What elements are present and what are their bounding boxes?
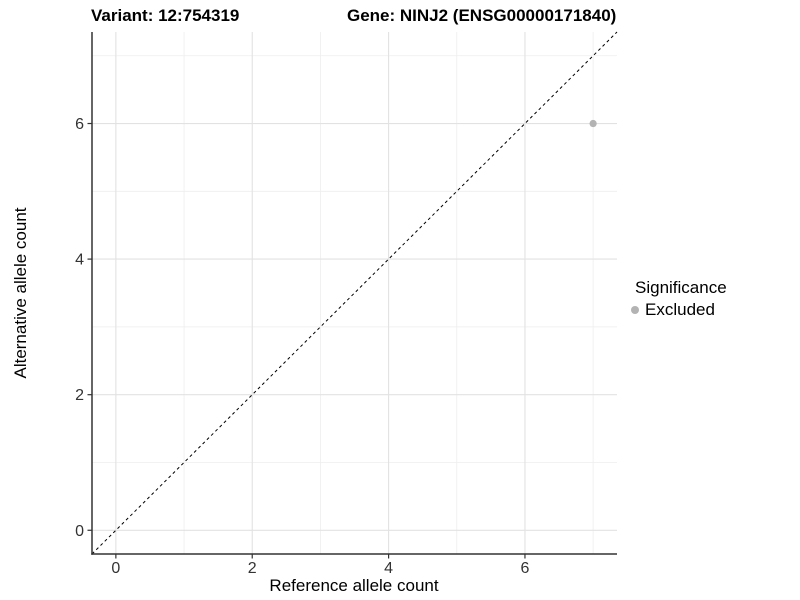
y-tick-label: 6	[75, 116, 84, 133]
legend-entry-label: Excluded	[645, 300, 715, 319]
y-tick-label: 2	[75, 387, 84, 404]
y-axis-title: Alternative allele count	[11, 207, 30, 379]
x-tick-label: 4	[384, 560, 393, 577]
x-tick-label: 0	[111, 560, 120, 577]
x-tick-label: 6	[521, 560, 530, 577]
x-tick-label: 2	[248, 560, 257, 577]
legend-entry: Excluded	[631, 301, 727, 319]
x-axis-title: Reference allele count	[269, 576, 439, 595]
y-tick-label: 4	[75, 252, 84, 269]
excluded-point-icon	[631, 306, 639, 314]
gene-title: Gene: NINJ2 (ENSG00000171840)	[347, 6, 617, 25]
legend-title: Significance	[635, 278, 727, 297]
legend: Significance Excluded	[631, 279, 727, 319]
variant-title: Variant: 12:754319	[91, 6, 240, 25]
y-tick-label: 0	[75, 523, 84, 540]
data-point	[589, 119, 597, 128]
identity-line	[91, 31, 618, 555]
